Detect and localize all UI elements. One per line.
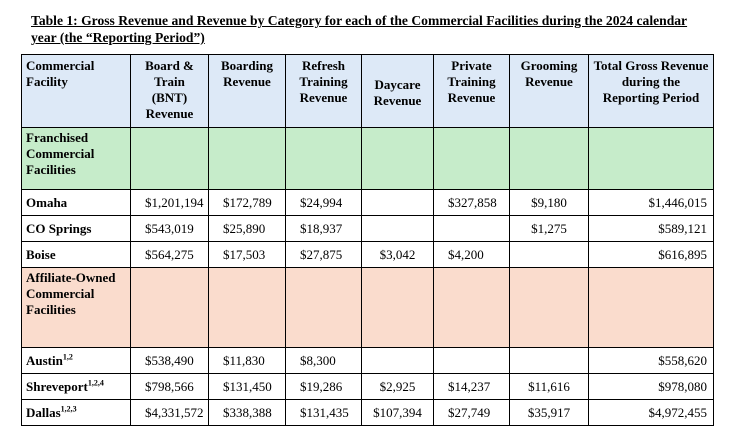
group-label-franchised: Franchised Commercial Facilities — [21, 127, 131, 190]
cell-grooming: $9,180 — [509, 189, 589, 216]
header-total: Total Gross Revenue during the Reporting… — [588, 54, 714, 128]
cell-boarding: $17,503 — [208, 241, 286, 268]
cell-bnt: $564,275 — [130, 241, 209, 268]
facility-name-text: Omaha — [26, 194, 68, 210]
table-row: Austin1,2 $538,490 $11,830 $8,300 $558,620 — [21, 347, 714, 374]
table-row: CO Springs $543,019 $25,890 $18,937 $1,275 $5… — [21, 215, 714, 242]
group-label-affiliate: Affiliate-Owned Commercial Facilities — [21, 267, 131, 348]
header-daycare: Daycare Revenue — [361, 54, 434, 128]
revenue-table: Commercial Facility Board & Train (BNT) … — [21, 54, 714, 426]
cell-total: $558,620 — [588, 347, 714, 374]
header-refresh: Refresh Training Revenue — [285, 54, 362, 128]
cell-grooming — [509, 347, 589, 374]
header-bnt: Board & Train (BNT) Revenue — [130, 54, 209, 128]
facility-name: CO Springs — [21, 215, 131, 242]
facility-name-text: Shreveport — [26, 378, 88, 394]
cell-refresh: $24,994 — [285, 189, 362, 216]
cell-grooming: $11,616 — [509, 373, 589, 400]
cell-total: $589,121 — [588, 215, 714, 242]
cell-private: $327,858 — [433, 189, 510, 216]
cell-daycare — [361, 347, 434, 374]
facility-name: Boise — [21, 241, 131, 268]
header-grooming: Grooming Revenue — [509, 54, 589, 128]
cell-bnt: $1,201,194 — [130, 189, 209, 216]
cell-boarding: $172,789 — [208, 189, 286, 216]
cell-bnt: $798,566 — [130, 373, 209, 400]
cell-boarding: $11,830 — [208, 347, 286, 374]
cell-daycare: $3,042 — [361, 241, 434, 268]
facility-name: Austin1,2 — [21, 347, 131, 374]
facility-name-text: Austin — [26, 352, 63, 368]
header-facility: Commercial Facility — [21, 54, 131, 128]
cell-private: $4,200 — [433, 241, 510, 268]
cell-daycare — [361, 189, 434, 216]
cell-bnt: $538,490 — [130, 347, 209, 374]
cell-boarding: $25,890 — [208, 215, 286, 242]
cell-total: $978,080 — [588, 373, 714, 400]
group-row-franchised: Franchised Commercial Facilities — [21, 127, 714, 190]
table-row: Shreveport1,2,4 $798,566 $131,450 $19,286 $2… — [21, 373, 714, 400]
cell-refresh: $27,875 — [285, 241, 362, 268]
cell-refresh: $8,300 — [285, 347, 362, 374]
header-private: Private Training Revenue — [433, 54, 510, 128]
cell-private — [433, 347, 510, 374]
facility-name-text: Boise — [26, 246, 56, 262]
cell-refresh: $18,937 — [285, 215, 362, 242]
cell-total: $1,446,015 — [588, 189, 714, 216]
facility-name-text: CO Springs — [26, 220, 92, 236]
table-row: Omaha $1,201,194 $172,789 $24,994 $327,858 $9… — [21, 189, 714, 216]
footnote-marker: 1,2,4 — [87, 378, 104, 388]
header-boarding: Boarding Revenue — [208, 54, 286, 128]
cell-total: $616,895 — [588, 241, 714, 268]
cell-refresh: $19,286 — [285, 373, 362, 400]
cell-grooming: $1,275 — [509, 215, 589, 242]
cell-daycare — [361, 215, 434, 242]
footnote-marker: 1,2 — [62, 352, 73, 362]
table-row: Boise $564,275 $17,503 $27,875 $3,042 $4,200 $… — [21, 241, 714, 268]
group-row-affiliate: Affiliate-Owned Commercial Facilities — [21, 267, 714, 348]
table-row: Dallas1,2,3 $4,331,572 $338,388 $131,435 $10… — [21, 399, 714, 426]
cell-bnt: $543,019 — [130, 215, 209, 242]
header-row: Commercial Facility Board & Train (BNT) … — [21, 54, 714, 128]
facility-name: Omaha — [21, 189, 131, 216]
cell-grooming — [509, 241, 589, 268]
cell-private — [433, 215, 510, 242]
facility-name-text: Dallas — [26, 404, 61, 420]
footnote-marker: 1,2,3 — [60, 404, 77, 414]
cell-boarding: $131,450 — [208, 373, 286, 400]
cell-private: $14,237 — [433, 373, 510, 400]
facility-name: Shreveport1,2,4 — [21, 373, 131, 400]
table-caption: Table 1: Gross Revenue and Revenue by Ca… — [31, 13, 688, 45]
cell-daycare: $2,925 — [361, 373, 434, 400]
